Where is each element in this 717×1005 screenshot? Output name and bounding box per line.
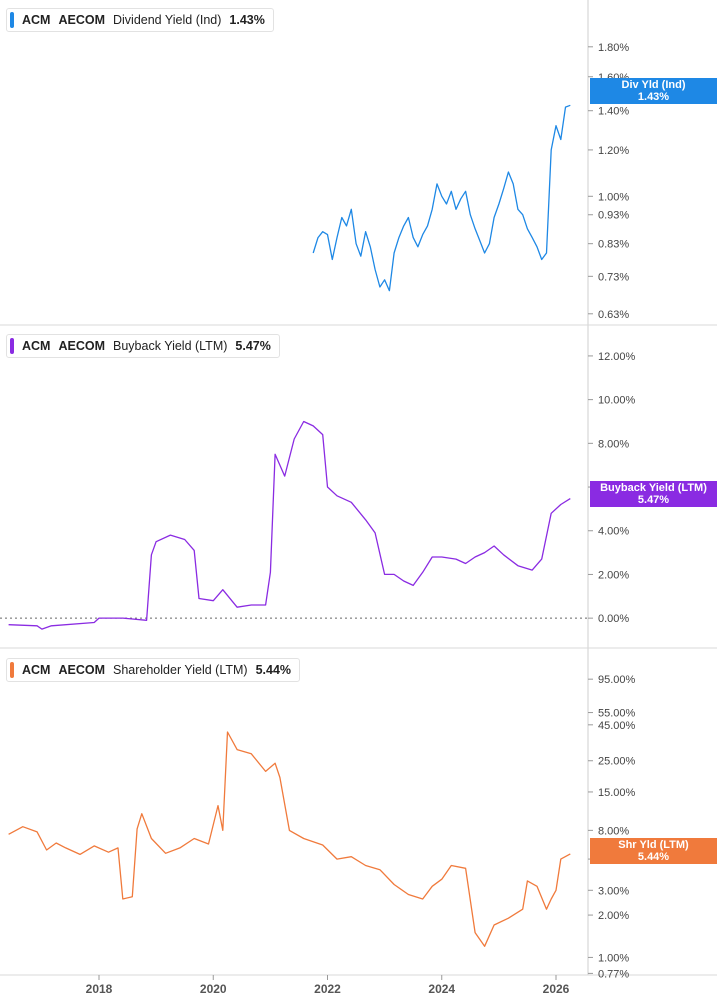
legend-company: AECOM: [58, 663, 105, 677]
legend-value: 5.44%: [255, 663, 292, 677]
y-tick-label: 1.00%: [598, 191, 629, 203]
x-tick-label: 2022: [314, 982, 341, 996]
y-tick-label: 3.00%: [598, 885, 629, 897]
y-tick-label: 45.00%: [598, 720, 636, 732]
x-tick-label: 2024: [428, 982, 455, 996]
x-tick-label: 2018: [86, 982, 113, 996]
legend-ticker: ACM: [22, 339, 51, 353]
legend-buyback-yield[interactable]: ACM AECOM Buyback Yield (LTM) 5.47%: [6, 334, 280, 358]
y-tick-label: 2.00%: [598, 910, 629, 922]
value-tag-buyback: Buyback Yield (LTM) 5.47%: [590, 481, 717, 507]
legend-company: AECOM: [58, 13, 105, 27]
series-layer: [8, 104, 571, 947]
y-tick-label: 0.73%: [598, 271, 629, 283]
legend-ticker: ACM: [22, 13, 51, 27]
legend-metric: Dividend Yield (Ind): [113, 13, 222, 27]
y-tick-label: 1.40%: [598, 106, 629, 118]
legend-value: 5.47%: [235, 339, 271, 353]
value-tag-name: Shr Yld (LTM): [618, 839, 689, 851]
y-tick-label: 4.00%: [598, 526, 629, 538]
series-line-buyback: [8, 420, 571, 630]
y-tick-label: 1.80%: [598, 42, 629, 54]
legend-ticker: ACM: [22, 663, 51, 677]
legend-dividend-yield[interactable]: ACM AECOM Dividend Yield (Ind) 1.43%: [6, 8, 274, 32]
y-tick-label: 8.00%: [598, 438, 629, 450]
series-line-shareholder: [8, 731, 571, 947]
legend-swatch-shareholder: [10, 662, 14, 678]
y-tick-label: 0.77%: [598, 968, 629, 980]
legend-swatch-buyback: [10, 338, 14, 354]
y-tick-label: 2.00%: [598, 569, 629, 581]
legend-metric: Shareholder Yield (LTM): [113, 663, 248, 677]
series-line-dividend: [312, 104, 571, 292]
value-tag-name: Div Yld (Ind): [621, 79, 686, 91]
y-tick-label: 0.93%: [598, 210, 629, 222]
value-tag-value: 1.43%: [637, 91, 670, 103]
legend-value: 1.43%: [229, 13, 265, 27]
y-tick-label: 10.00%: [598, 395, 636, 407]
y-tick-label: 8.00%: [598, 825, 629, 837]
y-tick-label: 1.00%: [598, 952, 629, 964]
y-tick-label: 1.20%: [598, 145, 629, 157]
y-tick-label: 12.00%: [598, 351, 636, 363]
x-tick-label: 2020: [200, 982, 227, 996]
value-tag-value: 5.44%: [637, 851, 670, 863]
y-tick-label: 0.00%: [598, 613, 629, 625]
x-tick-label: 2026: [543, 982, 570, 996]
y-tick-label: 15.00%: [598, 787, 636, 799]
value-tag-dividend: Div Yld (Ind) 1.43%: [590, 78, 717, 104]
legend-metric: Buyback Yield (LTM): [113, 339, 228, 353]
y-tick-label: 0.63%: [598, 309, 629, 321]
y-tick-label: 0.83%: [598, 239, 629, 251]
legend-swatch-dividend: [10, 12, 14, 28]
value-tag-name: Buyback Yield (LTM): [600, 482, 707, 494]
y-tick-label: 95.00%: [598, 674, 636, 686]
value-tag-shareholder: Shr Yld (LTM) 5.44%: [590, 838, 717, 864]
y-tick-label: 55.00%: [598, 708, 636, 720]
legend-shareholder-yield[interactable]: ACM AECOM Shareholder Yield (LTM) 5.44%: [6, 658, 301, 682]
legend-company: AECOM: [58, 339, 105, 353]
value-tag-value: 5.47%: [637, 494, 670, 506]
y-tick-label: 25.00%: [598, 756, 636, 768]
